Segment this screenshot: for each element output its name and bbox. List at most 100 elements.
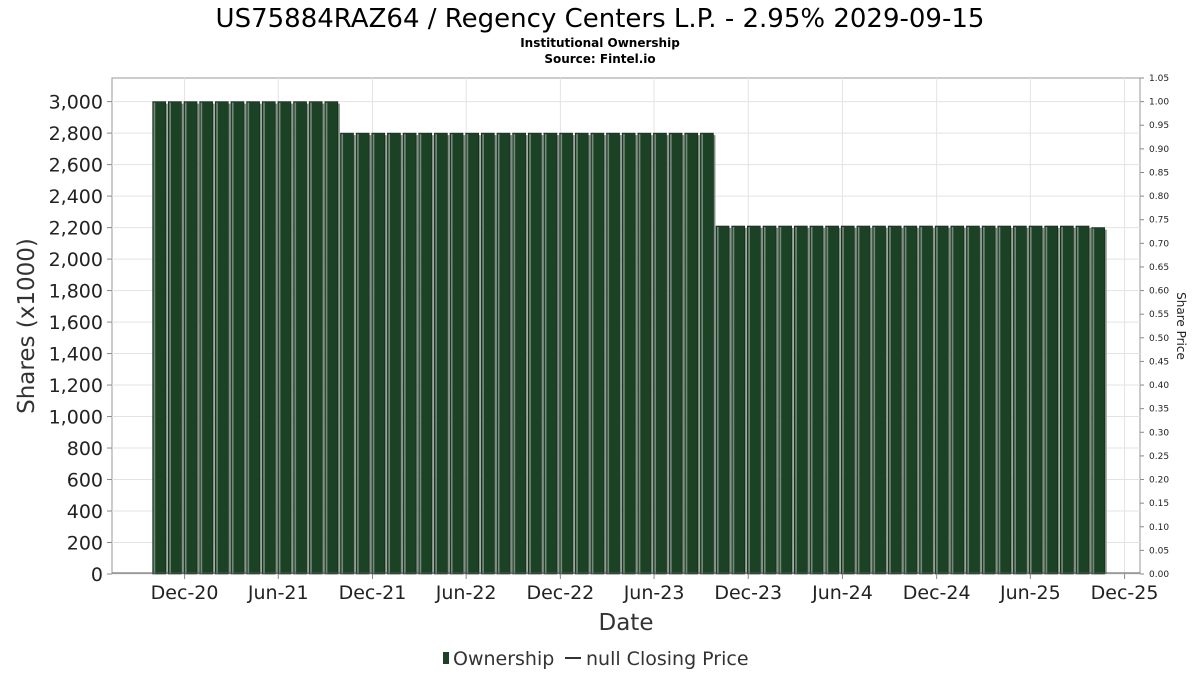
legend-ownership-swatch <box>443 652 449 664</box>
ownership-bar <box>840 225 855 575</box>
bar-highlight <box>857 227 860 574</box>
bar-highlight <box>983 227 985 574</box>
bar-highlight <box>920 227 923 574</box>
ownership-bar <box>825 225 839 575</box>
ownership-bar <box>590 132 605 575</box>
ownership-bar <box>277 101 292 575</box>
y-tick-label: 1,200 <box>49 375 103 397</box>
ownership-bar <box>903 225 918 575</box>
x-tick-label: Dec-24 <box>903 582 971 604</box>
ownership-bar <box>981 225 996 575</box>
bar-highlight <box>873 227 876 574</box>
ownership-bar <box>700 132 714 575</box>
bar-highlight <box>889 227 891 574</box>
ownership-bar <box>355 132 370 575</box>
ownership-bar <box>496 132 511 575</box>
right-y-tick-label: 0.05 <box>1149 546 1169 556</box>
bar-highlight <box>1030 227 1032 574</box>
ownership-bar <box>997 225 1012 575</box>
ownership-bar <box>402 132 417 575</box>
ownership-bar <box>512 132 526 575</box>
bar-highlight <box>529 134 531 574</box>
bar-highlight <box>795 227 797 574</box>
y-axis-label: Shares (x1000) <box>14 238 40 414</box>
ownership-bar <box>668 132 683 575</box>
y-tick-label: 1,400 <box>49 344 103 366</box>
ownership-bar <box>1091 227 1105 575</box>
ownership-bar <box>308 101 323 575</box>
bar-highlight <box>388 134 391 574</box>
bar-highlight <box>169 102 171 574</box>
bar-highlight <box>466 134 469 574</box>
x-tick-label: Jun-24 <box>811 582 873 604</box>
x-axis: Dec-20 Jun-21 Dec-21 Jun-22 Dec-22 Jun-23 Dec-… <box>112 572 1159 604</box>
ownership-bar <box>418 132 433 575</box>
y-tick-label: 800 <box>67 438 103 460</box>
x-axis-label: Date <box>599 610 654 636</box>
bar-highlight <box>576 134 578 574</box>
right-y-axis-label: Share Price <box>1174 292 1188 360</box>
ownership-bar <box>371 132 386 575</box>
bar-highlight <box>153 102 156 574</box>
right-y-tick-label: 0.90 <box>1149 145 1169 155</box>
ownership-bar <box>715 225 730 575</box>
ownership-bar <box>778 225 792 575</box>
ownership-bar <box>856 225 871 575</box>
x-tick-label: Dec-25 <box>1091 582 1159 604</box>
ownership-bar <box>214 101 229 575</box>
bar-highlight <box>278 102 281 574</box>
right-y-tick-label: 0.60 <box>1149 287 1169 297</box>
bar-highlight <box>513 134 516 574</box>
y-tick-label: 600 <box>67 470 103 492</box>
ownership-bar <box>1013 225 1027 575</box>
bar-highlight <box>357 134 359 574</box>
right-y-tick-label: 0.50 <box>1149 334 1169 344</box>
bar-highlight <box>200 102 203 574</box>
right-y-tick-label: 0.10 <box>1149 523 1169 533</box>
right-y-tick-label: 0.30 <box>1149 428 1169 438</box>
right-y-tick-label: 0.15 <box>1149 499 1169 509</box>
right-y-tick-label: 0.85 <box>1149 168 1169 178</box>
bar-highlight <box>263 102 265 574</box>
legend-price-label: null Closing Price <box>586 648 749 670</box>
bar-highlight <box>325 102 328 574</box>
x-tick-label: Dec-22 <box>526 582 594 604</box>
ownership-bar <box>621 132 636 575</box>
bar-highlight <box>310 102 312 574</box>
bar-highlight <box>435 134 437 574</box>
bar-highlight <box>732 227 735 574</box>
right-y-tick-label: 0.35 <box>1149 405 1169 415</box>
bar-highlight <box>482 134 484 574</box>
bar-highlight <box>701 134 703 574</box>
bar-highlight <box>904 227 907 574</box>
x-tick-label: Jun-25 <box>999 582 1061 604</box>
bar-highlight <box>810 227 813 574</box>
y-tick-label: 3,000 <box>49 92 103 114</box>
bar-highlight <box>607 134 610 574</box>
bar-highlight <box>450 134 453 574</box>
ownership-bar <box>434 132 448 575</box>
ownership-bar <box>480 132 495 575</box>
ownership-bar <box>293 101 307 575</box>
bar-highlight <box>936 227 938 574</box>
y-tick-label: 400 <box>67 501 103 523</box>
ownership-bar <box>731 225 746 575</box>
ownership-bar <box>449 132 464 575</box>
ownership-bar <box>183 101 198 575</box>
x-tick-label: Jun-22 <box>435 582 497 604</box>
x-tick-label: Dec-21 <box>339 582 407 604</box>
right-y-tick-label: 0.00 <box>1149 570 1169 580</box>
ownership-bar <box>872 225 886 575</box>
right-y-tick-label: 0.55 <box>1149 310 1169 320</box>
ownership-bar <box>762 225 777 575</box>
ownership-bar <box>684 132 699 575</box>
bar-highlight <box>670 134 672 574</box>
ownership-bar <box>1028 225 1043 575</box>
bar-highlight <box>1076 227 1079 574</box>
right-y-tick-label: 0.45 <box>1149 357 1169 367</box>
x-tick-label: Dec-23 <box>714 582 782 604</box>
right-y-tick-label: 0.25 <box>1149 452 1169 462</box>
bar-highlight <box>341 134 344 574</box>
ownership-bar <box>793 225 808 575</box>
y-tick-label: 2,200 <box>49 218 103 240</box>
